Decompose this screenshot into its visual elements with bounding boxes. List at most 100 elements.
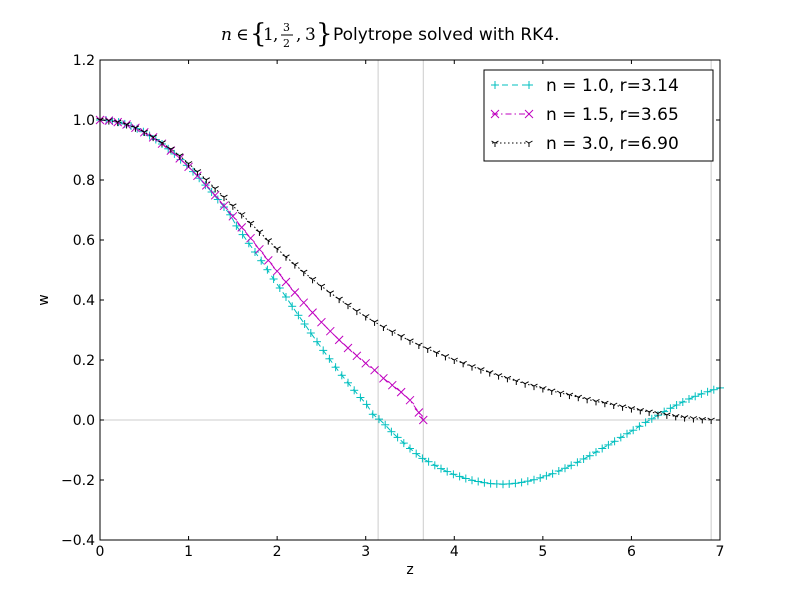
- x-tick-label-0: 0: [96, 544, 105, 560]
- legend-marker-right-1: [524, 109, 534, 119]
- series-0-point-51: [412, 449, 421, 458]
- series-0-point-19: [213, 195, 222, 204]
- series-0-point-43: [362, 400, 371, 409]
- series-2-point-11: [193, 169, 202, 176]
- series-2-point-12: [202, 177, 211, 184]
- title-open-brace: {: [250, 19, 267, 49]
- series-2-point-69: [707, 417, 715, 424]
- series-0-point-41: [350, 386, 359, 395]
- series-2-point-36: [415, 342, 423, 349]
- series-0-point-98: [703, 387, 712, 396]
- series-1-point-32: [379, 373, 388, 383]
- series-2-point-3: [122, 122, 131, 129]
- series-1-point-36: [414, 408, 424, 417]
- series-2-point-6: [149, 134, 157, 142]
- y-tick-label-5: 0.6: [73, 233, 95, 249]
- series-2-point-4: [131, 125, 140, 132]
- series-1-point-34: [396, 387, 406, 397]
- series-2-point-42: [468, 364, 476, 371]
- series-2-point-38: [432, 350, 441, 357]
- series-1: [95, 115, 428, 425]
- series-0-point-96: [691, 392, 700, 401]
- legend-entry-2: n = 3.0, r=6.90: [491, 134, 679, 154]
- chart-title: n ∈ { 1 , 3 2 , 3 } Polytrope solved wit…: [221, 19, 560, 50]
- series-0-point-45: [375, 415, 383, 424]
- series-0-point-27: [263, 265, 272, 274]
- series-1-point-33: [387, 380, 397, 390]
- legend: n = 1.0, r=3.14 n = 1.5, r=3.65 n = 3.0, r…: [483, 69, 714, 162]
- series-line-2: [99, 119, 712, 421]
- y-axis-label: w: [36, 294, 52, 305]
- series-0-point-95: [685, 395, 693, 403]
- series-0-point-71: [536, 473, 545, 482]
- series-0-point-86: [629, 426, 638, 435]
- series-0-point-21: [226, 210, 235, 219]
- series-0-point-87: [635, 422, 644, 431]
- series-2-point-61: [636, 407, 645, 415]
- series-0-point-78: [579, 455, 588, 463]
- series-2-point-62: [645, 409, 653, 416]
- series-0-point-46: [381, 420, 390, 429]
- series-2-point-27: [335, 296, 343, 304]
- series-2-point-58: [609, 402, 618, 409]
- series-2-point-16: [237, 212, 246, 219]
- series-1-point-21: [281, 277, 291, 287]
- series-1-point-28: [343, 343, 353, 353]
- series-0-point-50: [406, 444, 414, 453]
- series-2-point-56: [592, 398, 600, 406]
- series-2: [96, 117, 715, 424]
- series-0-point-55: [437, 464, 445, 473]
- series-0-point-33: [300, 320, 309, 328]
- series-2-point-63: [654, 410, 662, 418]
- y-tick-label-3: 0.2: [73, 353, 95, 369]
- series-0-point-66: [505, 479, 514, 488]
- title-frac-num: 3: [283, 21, 290, 34]
- series-0-point-80: [592, 448, 600, 457]
- series-2-point-13: [211, 185, 219, 193]
- series-1-point-35: [405, 395, 415, 405]
- series-2-point-1: [105, 118, 113, 125]
- series-2-point-31: [370, 319, 379, 326]
- series-0-point-38: [331, 363, 340, 372]
- series-2-point-21: [282, 254, 290, 261]
- series-1-point-14: [219, 201, 229, 211]
- title-text: Polytrope solved with RK4.: [333, 25, 560, 45]
- series-2-point-64: [663, 412, 671, 419]
- series-0-point-61: [474, 477, 483, 486]
- series-0-point-68: [517, 478, 526, 487]
- series-0-point-35: [313, 337, 321, 346]
- legend-marker-right-0: [525, 81, 533, 89]
- series-2-point-59: [618, 404, 627, 411]
- series-0-point-34: [306, 329, 315, 337]
- series-0-point-37: [325, 354, 334, 363]
- title-var: n: [221, 25, 232, 45]
- series-1-point-15: [228, 211, 238, 221]
- series-0-point-30: [282, 293, 290, 301]
- x-tick-label-6: 6: [627, 544, 636, 560]
- series-2-point-57: [601, 400, 609, 408]
- series-0-point-26: [257, 256, 266, 265]
- series-0-point-73: [548, 469, 557, 478]
- series-0-point-47: [387, 427, 396, 436]
- series-0-point-42: [356, 393, 365, 402]
- series-0-point-79: [585, 451, 594, 460]
- series-0-point-60: [468, 476, 476, 485]
- series-1-point-31: [370, 365, 379, 375]
- series-0-point-36: [319, 346, 328, 355]
- series-0-point-40: [344, 378, 352, 387]
- title-close-brace: }: [316, 19, 333, 49]
- series-0-point-77: [573, 458, 582, 467]
- series-2-point-55: [583, 396, 591, 404]
- series-0-point-84: [616, 433, 625, 442]
- series-0-point-85: [623, 429, 631, 438]
- y-tick-label-0: −0.4: [61, 533, 95, 549]
- series-0-point-74: [554, 467, 563, 475]
- series-2-point-9: [175, 153, 184, 160]
- series-0-point-72: [542, 471, 551, 480]
- x-tick-label-4: 4: [450, 544, 459, 560]
- tick-layer: 0 1 2 3 4 5 6 7 −0.4 −0.2 0.0 0.2 0.4 0.6 0.8 1.0 1.2: [61, 53, 724, 560]
- series-2-point-43: [477, 367, 485, 374]
- legend-label-2: n = 3.0, r=6.90: [546, 134, 679, 154]
- series-0-point-75: [561, 464, 569, 473]
